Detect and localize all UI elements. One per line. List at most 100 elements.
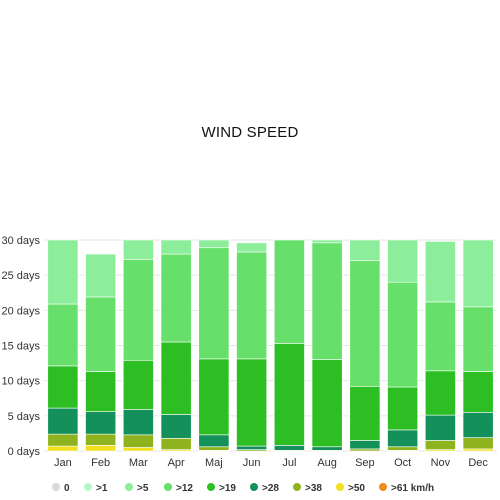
legend-item[interactable]: >1	[84, 483, 108, 494]
legend-label: >5	[137, 483, 149, 494]
bar-segment	[47, 239, 79, 305]
bar-segment	[47, 445, 79, 452]
bar-segment	[387, 429, 419, 448]
bar-segment	[349, 440, 381, 450]
legend-swatch	[125, 483, 133, 491]
legend-label: >61 km/h	[391, 483, 434, 494]
bars	[47, 239, 494, 452]
bar-segment	[47, 407, 79, 435]
x-tick-label: Oct	[394, 457, 411, 469]
legend-item[interactable]: >12	[164, 483, 193, 494]
bar-segment	[236, 358, 268, 447]
bar-segment	[160, 414, 192, 439]
x-tick-label: Jul	[282, 457, 296, 469]
bar-segment	[462, 371, 494, 413]
bar-segment	[47, 365, 79, 409]
bar-segment	[273, 239, 305, 344]
legend-item[interactable]: >61 km/h	[379, 483, 434, 494]
bar-segment	[198, 239, 230, 249]
bar-segment	[198, 446, 230, 451]
legend-item[interactable]: >28	[250, 483, 279, 494]
legend-item[interactable]: >50	[336, 483, 365, 494]
bar-segment	[85, 445, 117, 452]
legend-swatch	[207, 483, 215, 491]
legend-swatch	[84, 483, 92, 491]
bar-segment	[122, 447, 154, 452]
bar-segment	[462, 448, 494, 452]
bar-segment	[236, 251, 268, 360]
legend-label: >38	[305, 483, 322, 494]
bar-segment	[462, 306, 494, 372]
bar-segment	[85, 371, 117, 412]
legend-label: >1	[96, 483, 108, 494]
bar-segment	[387, 446, 419, 451]
bar-segment	[85, 253, 117, 298]
bar-segment	[236, 242, 268, 253]
bar-segment	[462, 412, 494, 438]
x-tick-label: Apr	[168, 457, 185, 469]
bar-segment	[349, 448, 381, 452]
x-tick-label: Nov	[431, 457, 451, 469]
y-tick-label: 20 days	[1, 305, 40, 317]
bar-segment	[273, 343, 305, 446]
bar-segment	[311, 446, 343, 451]
bar-segment	[122, 409, 154, 436]
legend: 0 >1 >5 >12 >19 >28 >38 >50 >61 km/h	[52, 483, 434, 494]
legend-item[interactable]: >5	[125, 483, 149, 494]
y-tick-label: 0 days	[8, 446, 41, 458]
legend-item[interactable]: 0	[52, 483, 70, 494]
legend-swatch	[336, 483, 344, 491]
bar-segment	[424, 370, 456, 416]
x-tick-label: Jan	[54, 457, 72, 469]
bar-segment	[424, 440, 456, 450]
bar-segment	[462, 437, 494, 450]
y-tick-label: 5 days	[8, 411, 41, 423]
bar-segment	[311, 242, 343, 360]
bar-segment	[311, 239, 343, 244]
legend-swatch	[250, 483, 258, 491]
bar-segment	[387, 386, 419, 431]
y-tick-label: 15 days	[1, 341, 40, 353]
bar-segment	[198, 434, 230, 448]
bar-segment	[122, 239, 154, 260]
legend-label: >28	[262, 483, 279, 494]
bar-segment	[122, 359, 154, 410]
legend-item[interactable]: >19	[207, 483, 236, 494]
legend-swatch	[379, 483, 387, 491]
bar-segment	[349, 260, 381, 387]
grid-lines	[44, 239, 497, 452]
bar-segment	[160, 341, 192, 415]
bar-segment	[160, 438, 192, 450]
bar-segment	[349, 239, 381, 261]
bar-segment	[198, 358, 230, 436]
bar-segment	[85, 433, 117, 446]
bar-segment	[85, 411, 117, 435]
legend-label: 0	[64, 483, 70, 494]
bar-segment	[198, 247, 230, 360]
bar-segment	[424, 414, 456, 441]
x-tick-label: Feb	[91, 457, 110, 469]
bar-segment	[424, 301, 456, 372]
legend-label: >19	[219, 483, 236, 494]
x-tick-label: Jun	[243, 457, 261, 469]
bar-segment	[387, 281, 419, 388]
bar-segment	[47, 433, 79, 447]
legend-swatch	[52, 483, 60, 491]
y-tick-label: 10 days	[1, 376, 40, 388]
legend-item[interactable]: >38	[293, 483, 322, 494]
legend-swatch	[164, 483, 172, 491]
legend-swatch	[293, 483, 301, 491]
chart-title: WIND SPEED	[201, 124, 299, 141]
bar-segment	[122, 434, 154, 448]
bar-segment	[424, 241, 456, 303]
x-tick-label: Maj	[205, 457, 223, 469]
bar-segment	[349, 385, 381, 441]
bar-segment	[160, 239, 192, 255]
x-tick-label: Aug	[317, 457, 337, 469]
legend-label: >50	[348, 483, 365, 494]
y-tick-label: 30 days	[1, 235, 40, 247]
bar-segment	[160, 253, 192, 343]
bar-segment	[273, 445, 305, 451]
y-axis-ticks: 0 days 5 days 10 days 15 days 20 days 25 days…	[1, 235, 40, 458]
